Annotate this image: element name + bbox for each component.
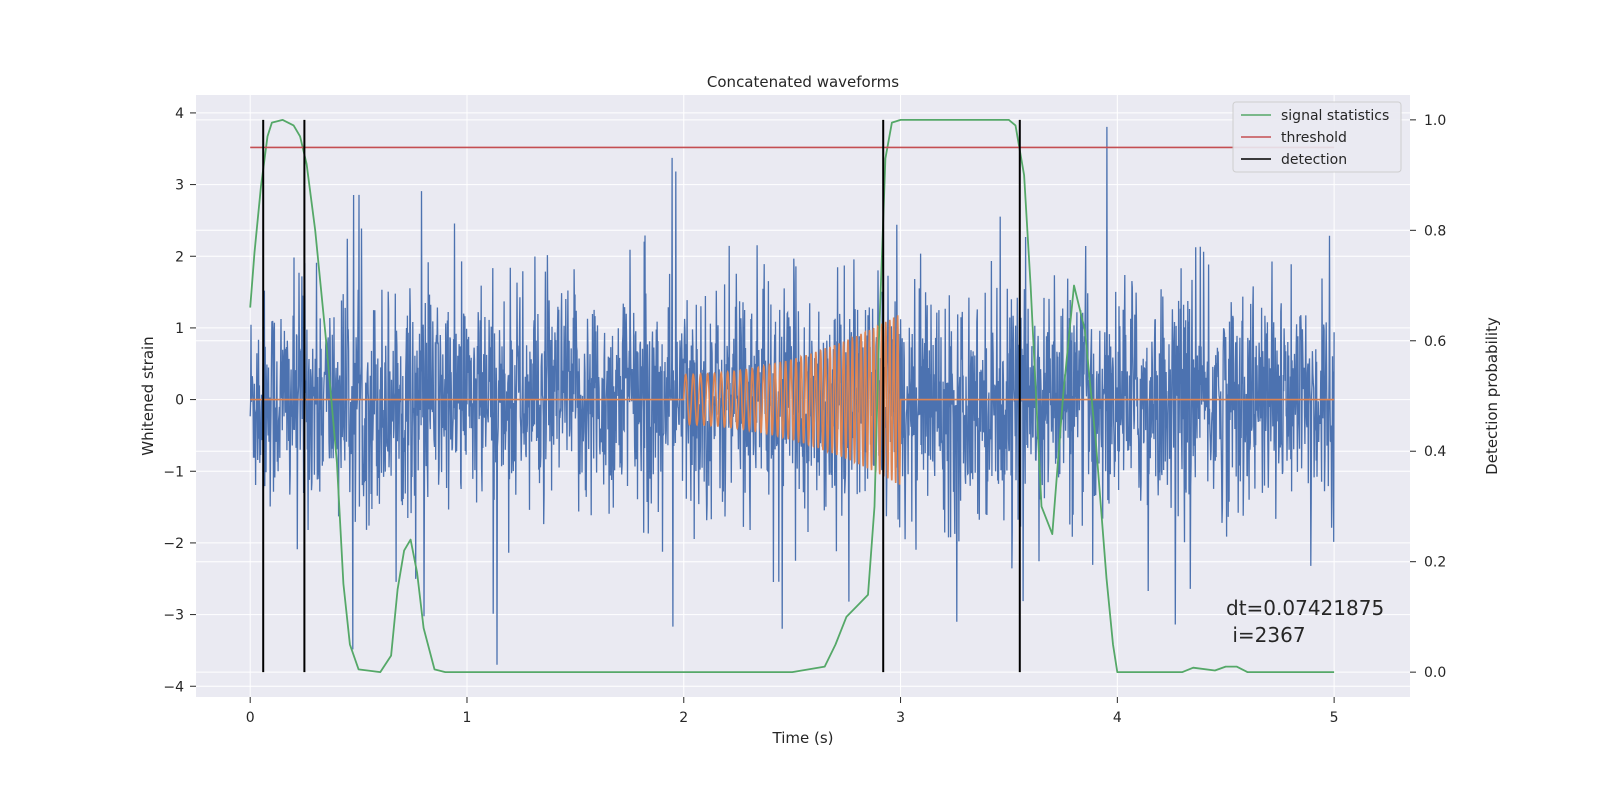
legend-box <box>1232 101 1402 173</box>
y-tick-label: 2 <box>175 249 184 265</box>
x-tick-label: 3 <box>896 710 905 726</box>
y-axis-right: 0.0 0.2 0.4 0.6 0.8 1.0 <box>1410 113 1446 681</box>
y2-tick-label: 0.4 <box>1424 444 1446 460</box>
signal-statistics-series <box>249 119 1335 673</box>
y2-tick-label: 0.2 <box>1424 555 1446 571</box>
x-tick-label: 5 <box>1330 710 1339 726</box>
annotation-text: dt=0.07421875 i=2367 <box>1226 596 1384 647</box>
y2-tick-label: 1.0 <box>1424 113 1446 129</box>
y-tick-label: 0 <box>175 393 184 409</box>
x-axis-label: Time (s) <box>772 729 834 747</box>
y-axis-left: −4 −3 −2 −1 0 1 2 3 4 <box>163 106 196 695</box>
waveform-series <box>250 315 1335 485</box>
x-axis: 0 1 2 3 4 5 <box>246 697 1339 726</box>
x-tick-label: 0 <box>246 710 255 726</box>
y-tick-label: −4 <box>163 679 184 695</box>
y-axis-label: Whitened strain <box>139 336 157 455</box>
annotation-line: i=2367 <box>1226 623 1306 647</box>
y-tick-label: 4 <box>175 106 184 122</box>
legend: signal statistics threshold detection <box>1232 101 1402 173</box>
legend-label-threshold: threshold <box>1281 130 1347 146</box>
y-tick-label: −3 <box>163 608 184 624</box>
annotation-line: dt=0.07421875 <box>1226 596 1384 620</box>
y2-tick-label: 0.0 <box>1424 665 1446 681</box>
y-tick-label: −1 <box>163 464 184 480</box>
chart-title: Concatenated waveforms <box>707 73 899 91</box>
x-tick-label: 1 <box>463 710 472 726</box>
y2-axis-label: Detection probability <box>1483 317 1501 475</box>
y-tick-label: −2 <box>163 536 184 552</box>
y-tick-label: 3 <box>175 178 184 194</box>
detection-lines <box>262 119 1021 673</box>
x-tick-label: 2 <box>679 710 688 726</box>
y-tick-label: 1 <box>175 321 184 337</box>
y2-tick-label: 0.6 <box>1424 334 1446 350</box>
y2-tick-label: 0.8 <box>1424 223 1446 239</box>
waveform-line <box>250 315 1335 485</box>
legend-label-signal-statistics: signal statistics <box>1281 108 1389 124</box>
legend-label-detection: detection <box>1281 152 1347 168</box>
signal-statistics-line <box>249 119 1335 673</box>
x-tick-label: 4 <box>1113 710 1122 726</box>
